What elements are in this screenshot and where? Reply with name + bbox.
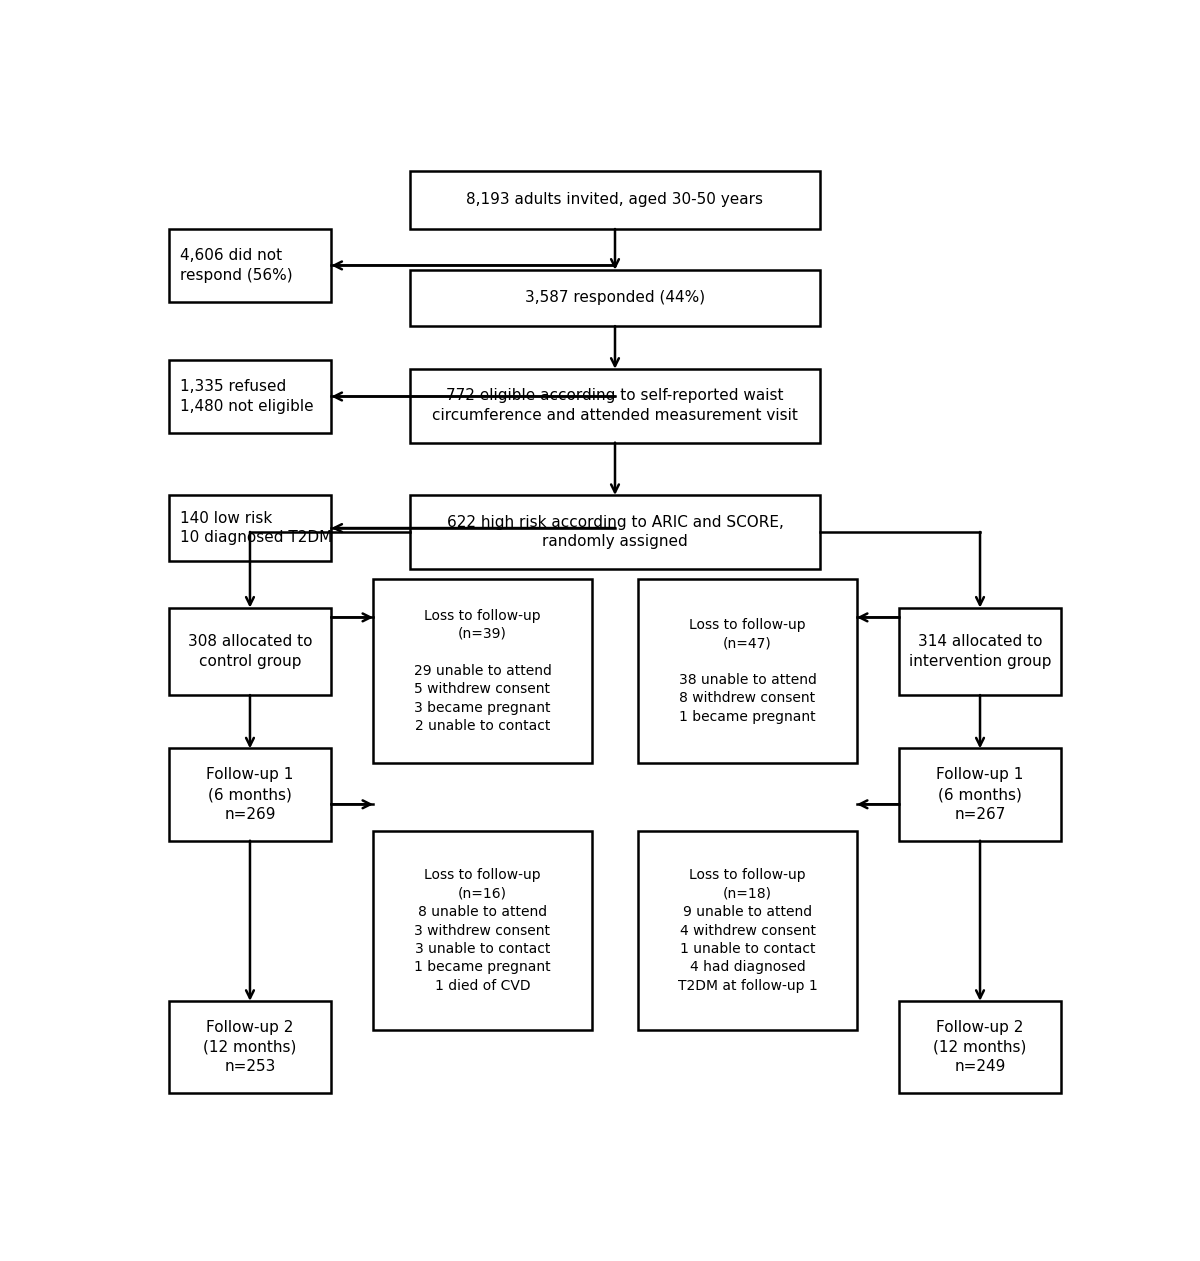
FancyBboxPatch shape (373, 831, 592, 1030)
Text: 4,606 did not
respond (56%): 4,606 did not respond (56%) (180, 248, 293, 282)
Text: 622 high risk according to ARIC and SCORE,
randomly assigned: 622 high risk according to ARIC and SCOR… (446, 514, 784, 550)
FancyBboxPatch shape (168, 749, 331, 841)
Text: Loss to follow-up
(n=47)

38 unable to attend
8 withdrew consent
1 became pregna: Loss to follow-up (n=47) 38 unable to at… (678, 618, 816, 724)
FancyBboxPatch shape (168, 608, 331, 695)
Text: Follow-up 2
(12 months)
n=253: Follow-up 2 (12 months) n=253 (203, 1020, 296, 1074)
FancyBboxPatch shape (168, 496, 331, 561)
FancyBboxPatch shape (410, 170, 820, 230)
FancyBboxPatch shape (168, 1001, 331, 1093)
Text: 314 allocated to
intervention group: 314 allocated to intervention group (908, 634, 1051, 668)
Text: 3,587 responded (44%): 3,587 responded (44%) (524, 290, 706, 305)
FancyBboxPatch shape (899, 749, 1062, 841)
FancyBboxPatch shape (899, 608, 1062, 695)
FancyBboxPatch shape (168, 230, 331, 301)
FancyBboxPatch shape (638, 831, 857, 1030)
Text: Loss to follow-up
(n=18)
9 unable to attend
4 withdrew consent
1 unable to conta: Loss to follow-up (n=18) 9 unable to att… (678, 869, 817, 992)
Text: Follow-up 2
(12 months)
n=249: Follow-up 2 (12 months) n=249 (934, 1020, 1027, 1074)
Text: Follow-up 1
(6 months)
n=269: Follow-up 1 (6 months) n=269 (206, 767, 294, 822)
FancyBboxPatch shape (410, 270, 820, 327)
Text: 772 eligible according to self-reported waist
circumference and attended measure: 772 eligible according to self-reported … (432, 388, 798, 424)
Text: 1,335 refused
1,480 not eligible: 1,335 refused 1,480 not eligible (180, 380, 313, 414)
Text: 140 low risk
10 diagnosed T2DM: 140 low risk 10 diagnosed T2DM (180, 511, 332, 546)
Text: 8,193 adults invited, aged 30-50 years: 8,193 adults invited, aged 30-50 years (467, 193, 763, 207)
FancyBboxPatch shape (410, 368, 820, 443)
FancyBboxPatch shape (638, 579, 857, 763)
Text: 308 allocated to
control group: 308 allocated to control group (187, 634, 312, 668)
Text: Loss to follow-up
(n=39)

29 unable to attend
5 withdrew consent
3 became pregna: Loss to follow-up (n=39) 29 unable to at… (414, 609, 552, 733)
Text: Follow-up 1
(6 months)
n=267: Follow-up 1 (6 months) n=267 (936, 767, 1024, 822)
Text: Loss to follow-up
(n=16)
8 unable to attend
3 withdrew consent
3 unable to conta: Loss to follow-up (n=16) 8 unable to att… (414, 869, 551, 992)
FancyBboxPatch shape (410, 496, 820, 569)
FancyBboxPatch shape (373, 579, 592, 763)
FancyBboxPatch shape (899, 1001, 1062, 1093)
FancyBboxPatch shape (168, 361, 331, 433)
